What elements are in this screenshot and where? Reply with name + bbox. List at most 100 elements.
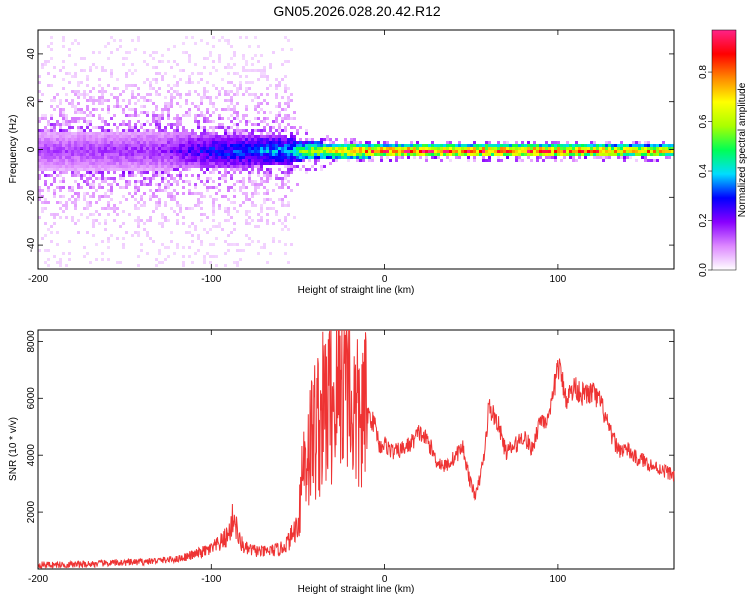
heatmap-cell xyxy=(50,132,53,135)
heatmap-cell xyxy=(245,108,248,111)
heatmap-cell xyxy=(38,174,41,177)
heatmap-cell xyxy=(314,147,317,150)
heatmap-cell xyxy=(122,165,125,168)
heatmap-cell xyxy=(110,147,113,150)
heatmap-cell xyxy=(89,90,92,93)
heatmap-cell xyxy=(383,141,386,144)
heatmap-cell xyxy=(236,162,239,165)
heatmap-cell xyxy=(626,147,629,150)
heatmap-cell xyxy=(254,54,257,57)
heatmap-cell xyxy=(278,219,281,222)
heatmap-cell xyxy=(74,153,77,156)
heatmap-cell xyxy=(473,144,476,147)
heatmap-cell xyxy=(308,156,311,159)
heatmap-cell xyxy=(167,174,170,177)
heatmap-cell xyxy=(266,222,269,225)
heatmap-cell xyxy=(482,150,485,153)
heatmap-cell xyxy=(269,63,272,66)
heatmap-cell xyxy=(338,153,341,156)
heatmap-cell xyxy=(86,84,89,87)
heatmap-cell xyxy=(131,234,134,237)
heatmap-cell xyxy=(131,72,134,75)
heatmap-cell xyxy=(530,144,533,147)
heatmap-cell xyxy=(263,135,266,138)
heatmap-cell xyxy=(128,123,131,126)
heatmap-cell xyxy=(230,102,233,105)
heatmap-cell xyxy=(104,69,107,72)
heatmap-cell xyxy=(113,159,116,162)
heatmap-cell xyxy=(539,147,542,150)
heatmap-cell xyxy=(254,189,257,192)
heatmap-cell xyxy=(89,144,92,147)
heatmap-cell xyxy=(305,153,308,156)
heatmap-cell xyxy=(269,132,272,135)
heatmap-cell xyxy=(176,141,179,144)
heatmap-cell xyxy=(437,156,440,159)
heatmap-cell xyxy=(56,186,59,189)
heatmap-cell xyxy=(281,120,284,123)
heatmap-cell xyxy=(227,42,230,45)
heatmap-cell xyxy=(278,81,281,84)
heatmap-cell xyxy=(260,150,263,153)
heatmap-cell xyxy=(119,261,122,264)
heatmap-cell xyxy=(170,147,173,150)
heatmap-cell xyxy=(629,150,632,153)
heatmap-cell xyxy=(239,75,242,78)
heatmap-cell xyxy=(299,126,302,129)
heatmap-cell xyxy=(467,159,470,162)
heatmap-cell xyxy=(161,222,164,225)
heatmap-cell xyxy=(179,69,182,72)
heatmap-cell xyxy=(425,144,428,147)
heatmap-cell xyxy=(77,198,80,201)
heatmap-cell xyxy=(275,93,278,96)
heatmap-cell xyxy=(209,99,212,102)
heatmap-cell xyxy=(536,159,539,162)
heatmap-cell xyxy=(98,159,101,162)
heatmap-cell xyxy=(38,132,41,135)
heatmap-cell xyxy=(650,144,653,147)
heatmap-cell xyxy=(92,114,95,117)
heatmap-cell xyxy=(287,186,290,189)
heatmap-cell xyxy=(299,159,302,162)
heatmap-cell xyxy=(143,111,146,114)
heatmap-cell xyxy=(272,156,275,159)
heatmap-cell xyxy=(179,132,182,135)
heatmap-cell xyxy=(53,213,56,216)
heatmap-cell xyxy=(158,174,161,177)
heatmap-cell xyxy=(287,123,290,126)
heatmap-cell xyxy=(143,156,146,159)
heatmap-cell xyxy=(131,135,134,138)
heatmap-cell xyxy=(215,168,218,171)
heatmap-cell xyxy=(107,246,110,249)
heatmap-cell xyxy=(350,156,353,159)
heatmap-cell xyxy=(119,93,122,96)
heatmap-cell xyxy=(143,81,146,84)
heatmap-cell xyxy=(149,162,152,165)
heatmap-cell xyxy=(290,99,293,102)
heatmap-cell xyxy=(167,150,170,153)
heatmap-cell xyxy=(221,174,224,177)
heatmap-cell xyxy=(284,252,287,255)
heatmap-cell xyxy=(263,144,266,147)
heatmap-cell xyxy=(59,132,62,135)
heatmap-cell xyxy=(215,192,218,195)
heatmap-cell xyxy=(197,192,200,195)
heatmap-cell xyxy=(167,48,170,51)
heatmap-cell xyxy=(233,105,236,108)
heatmap-cell xyxy=(653,153,656,156)
heatmap-cell xyxy=(167,123,170,126)
heatmap-cell xyxy=(632,141,635,144)
heatmap-cell xyxy=(86,147,89,150)
heatmap-cell xyxy=(95,138,98,141)
heatmap-cell xyxy=(446,156,449,159)
heatmap-cell xyxy=(134,165,137,168)
heatmap-cell xyxy=(191,132,194,135)
heatmap-cell xyxy=(443,147,446,150)
heatmap-cell xyxy=(311,165,314,168)
heatmap-cell xyxy=(236,156,239,159)
heatmap-cell xyxy=(62,171,65,174)
heatmap-cell xyxy=(116,153,119,156)
heatmap-cell xyxy=(248,159,251,162)
snr-y-axis-title: SNR (10 * v/v) xyxy=(8,417,19,481)
